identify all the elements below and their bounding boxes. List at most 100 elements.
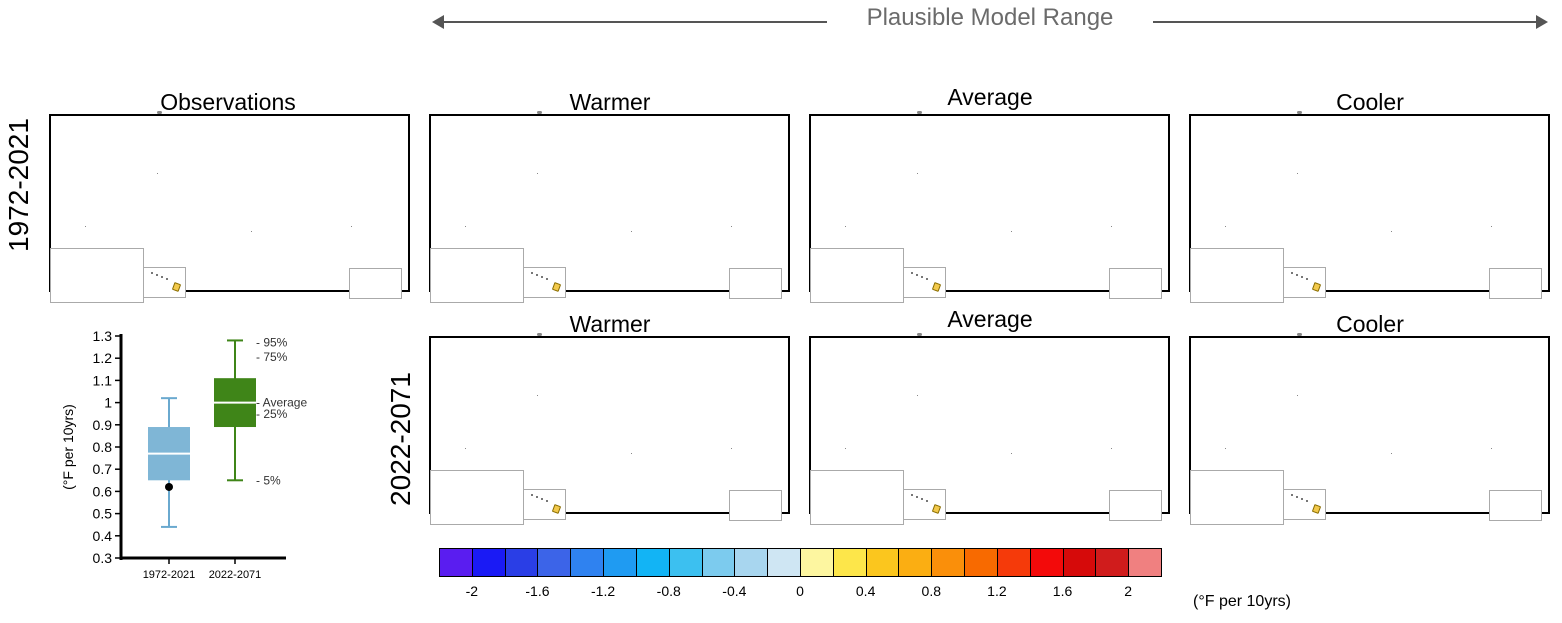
map-speck [631, 231, 632, 232]
colorbar-tick-label: 2 [1124, 583, 1133, 599]
map-speck [1225, 226, 1226, 227]
hawaii-inset [1283, 267, 1326, 298]
colorbar-tick-label: -0.8 [656, 583, 681, 599]
map-average-bottom [809, 336, 1170, 525]
hawaii-islet [156, 274, 158, 276]
puerto-rico-inset [729, 268, 782, 299]
panel-title-cooler-top: Cooler [1336, 89, 1404, 115]
y-tick-label: 1.1 [93, 372, 113, 388]
map-speck [157, 173, 158, 174]
map-speck [537, 395, 538, 396]
colorbar-cell [635, 548, 670, 577]
hawaii-islet [921, 498, 923, 500]
puerto-rico-inset [349, 268, 402, 299]
hawaii-big-island [171, 282, 182, 292]
alaska-inset [430, 470, 524, 525]
map-top-marker [917, 111, 922, 114]
hawaii-big-island [931, 504, 942, 514]
hawaii-islet [926, 278, 928, 280]
colorbar-cell [898, 548, 933, 577]
hawaii-islet [926, 500, 928, 502]
range-arrow-right-line [1153, 21, 1537, 23]
hawaii-islet [1296, 496, 1298, 498]
colorbar-cell [471, 548, 506, 577]
y-tick-label: 0.9 [93, 417, 113, 433]
map-observations [49, 114, 410, 303]
map-cooler-bottom [1189, 336, 1550, 525]
map-speck [1111, 226, 1112, 227]
map-speck [1297, 173, 1298, 174]
map-warmer-top [429, 114, 790, 303]
hawaii-islet [1301, 276, 1303, 278]
hawaii-islet [1296, 274, 1298, 276]
panel-title-average-bottom: Average [947, 306, 1033, 332]
map-speck [1225, 448, 1226, 449]
colorbar-cell [1128, 548, 1162, 577]
y-axis-label: (°F per 10yrs) [60, 404, 76, 490]
hawaii-islet [911, 494, 913, 496]
colorbar-cell [570, 548, 605, 577]
map-speck [1111, 448, 1112, 449]
colorbar-cell [603, 548, 637, 577]
x-tick-label: 1972-2021 [143, 569, 196, 581]
percentile-label-p5: - 5% [256, 473, 281, 487]
hawaii-islet [546, 278, 548, 280]
colorbar-cell [996, 548, 1031, 577]
map-speck [465, 448, 466, 449]
colorbar-cell [734, 548, 769, 577]
colorbar-tick-label: -2 [465, 583, 479, 599]
colorbar-cell [537, 548, 572, 577]
alaska-inset [50, 248, 144, 303]
map-speck [1391, 231, 1392, 232]
hawaii-islet [1306, 278, 1308, 280]
puerto-rico-inset [1109, 490, 1162, 521]
y-tick-label: 0.5 [93, 506, 113, 522]
panel-title-cooler-bottom: Cooler [1336, 311, 1404, 337]
map-speck [731, 448, 732, 449]
panel-title-warmer-top: Warmer [569, 89, 651, 115]
percentile-label-p75: - 75% [256, 350, 288, 364]
hawaii-islet [536, 496, 538, 498]
map-speck [351, 226, 352, 227]
map-top-marker [537, 333, 542, 336]
range-arrow-right-head [1536, 15, 1548, 29]
colorbar-tick-label: -1.2 [591, 583, 616, 599]
hawaii-islet [1306, 500, 1308, 502]
colorbar-tick-label: 1.2 [987, 583, 1007, 599]
map-speck [845, 448, 846, 449]
hawaii-inset [523, 267, 566, 298]
colorbar-tick-label: 0 [796, 583, 804, 599]
colorbar-tick-label: -0.4 [722, 583, 747, 599]
percentile-label-p25: - 25% [256, 407, 288, 421]
hawaii-islet [1301, 498, 1303, 500]
colorbar-cell [832, 548, 867, 577]
map-speck [731, 226, 732, 227]
map-top-marker [157, 111, 162, 114]
map-speck [1011, 231, 1012, 232]
colorbar-cell [1062, 548, 1097, 577]
map-cooler-top [1189, 114, 1550, 303]
colorbar-cell [504, 548, 539, 577]
panel-title-average-top: Average [947, 84, 1033, 110]
y-tick-label: 0.3 [93, 550, 113, 566]
hawaii-inset [903, 489, 946, 520]
hawaii-big-island [551, 282, 562, 292]
map-speck [845, 226, 846, 227]
alaska-inset [810, 470, 904, 525]
observed-trend-point [165, 482, 173, 491]
hawaii-islet [151, 272, 153, 274]
colorbar-cell [964, 548, 998, 577]
y-tick-label: 1 [104, 395, 112, 411]
colorbar-cell [865, 548, 900, 577]
hawaii-islet [531, 272, 533, 274]
panel-title-warmer-bottom: Warmer [569, 311, 651, 337]
x-tick-label: 2022-2071 [209, 569, 262, 581]
map-average-top [809, 114, 1170, 303]
colorbar-cell [668, 548, 703, 577]
hawaii-islet [531, 494, 533, 496]
map-top-marker [1297, 333, 1302, 336]
hawaii-islet [546, 500, 548, 502]
map-speck [465, 226, 466, 227]
hawaii-islet [536, 274, 538, 276]
hawaii-big-island [1311, 282, 1322, 292]
